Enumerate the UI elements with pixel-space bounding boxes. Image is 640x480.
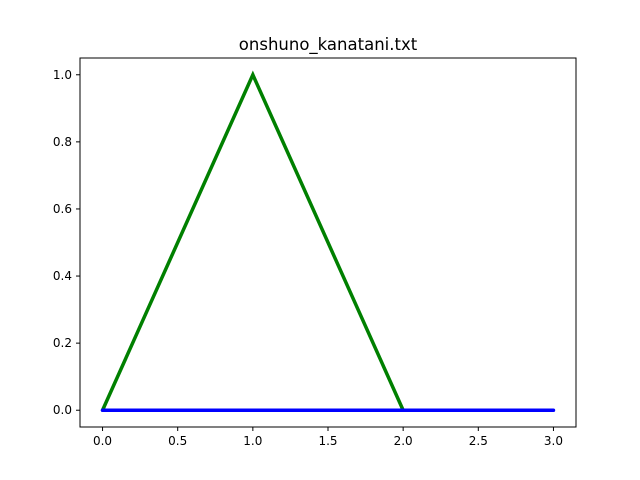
- x-tick-label: 2.0: [394, 434, 413, 448]
- x-tick-label: 2.5: [469, 434, 488, 448]
- y-tick-label: 0.0: [53, 403, 72, 417]
- y-tick-label: 0.4: [53, 269, 72, 283]
- plot-area-frame: [79, 57, 577, 428]
- x-tick-label: 1.5: [318, 434, 337, 448]
- chart-title: onshuno_kanatani.txt: [239, 35, 418, 55]
- y-axis-ticks: 0.0 0.2 0.4 0.6 0.8 1.0: [53, 68, 80, 417]
- y-tick-label: 0.6: [53, 202, 72, 216]
- x-tick-label: 0.0: [93, 434, 112, 448]
- x-tick-label: 3.0: [544, 434, 563, 448]
- y-tick-label: 1.0: [53, 68, 72, 82]
- x-axis-ticks: 0.0 0.5 1.0 1.5 2.0 2.5 3.0: [93, 427, 563, 448]
- series-layer: [100, 70, 556, 412]
- x-tick-label: 0.5: [168, 434, 187, 448]
- x-tick-label: 1.0: [243, 434, 262, 448]
- y-tick-label: 0.2: [53, 336, 72, 350]
- series-line-1: [100, 70, 405, 412]
- y-tick-label: 0.8: [53, 135, 72, 149]
